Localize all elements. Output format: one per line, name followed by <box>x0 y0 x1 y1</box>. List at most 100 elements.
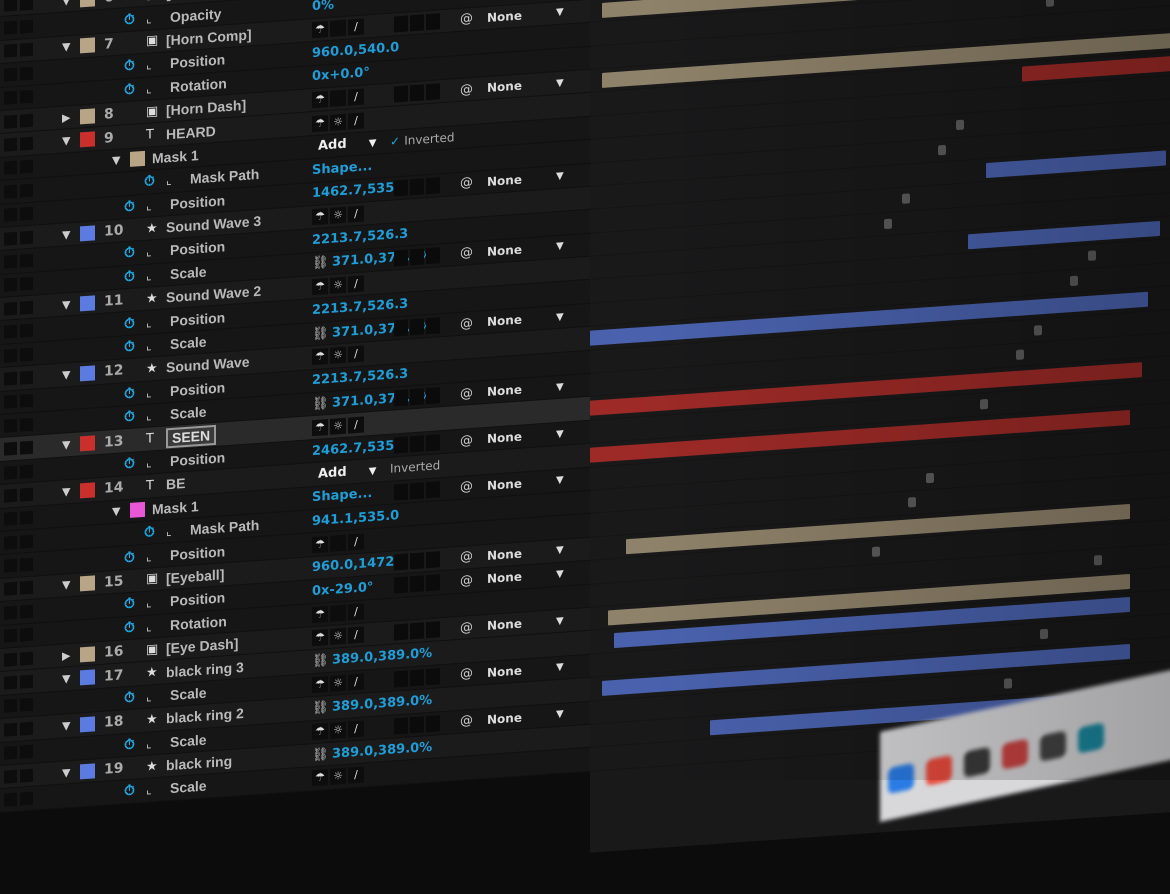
pickwhip-icon[interactable]: @ <box>460 175 473 191</box>
parent-dropdown[interactable]: None <box>487 663 522 679</box>
chevron-down-icon[interactable]: ▼ <box>556 77 564 89</box>
switch-box[interactable] <box>4 91 17 105</box>
layer-name[interactable]: black ring <box>166 753 232 774</box>
shy-icon[interactable]: ☂ <box>312 115 328 132</box>
keyframe[interactable] <box>926 473 934 484</box>
link-icon[interactable]: ⛓ <box>312 326 329 342</box>
keyframe[interactable] <box>1016 349 1024 360</box>
label-color[interactable] <box>80 131 95 147</box>
layer-name[interactable]: Mask Path <box>190 166 259 187</box>
quality-icon[interactable]: ☼ <box>330 347 346 364</box>
switch-box[interactable] <box>426 83 440 100</box>
pickwhip-icon[interactable]: @ <box>460 666 473 682</box>
switch-box[interactable] <box>4 419 17 433</box>
switch-box[interactable] <box>4 231 17 245</box>
switch-box[interactable] <box>20 371 33 385</box>
switch-box[interactable] <box>20 300 33 314</box>
layer-name[interactable]: Mask 1 <box>152 498 199 517</box>
switch-box[interactable] <box>20 347 33 361</box>
twirl-open-icon[interactable]: ▼ <box>112 505 120 519</box>
pickwhip-icon[interactable]: @ <box>460 573 473 589</box>
quality-slash-icon[interactable]: / <box>348 767 364 784</box>
switch-box[interactable] <box>4 255 17 269</box>
switch-box[interactable] <box>4 723 17 737</box>
layer-name[interactable]: black ring 2 <box>166 705 244 726</box>
twirl-open-icon[interactable]: ▼ <box>112 154 120 168</box>
graph-icon[interactable]: ⌞ <box>146 245 152 259</box>
switch-box[interactable] <box>4 442 17 456</box>
parent-dropdown[interactable]: None <box>487 430 522 446</box>
switch-box[interactable] <box>426 434 440 451</box>
quality-slash-icon[interactable]: / <box>348 89 364 106</box>
switch-box[interactable] <box>4 559 17 573</box>
parent-dropdown[interactable]: None <box>487 313 522 329</box>
chevron-down-icon[interactable]: ▼ <box>556 241 564 253</box>
parent-dropdown[interactable]: None <box>487 383 522 399</box>
switch-box[interactable] <box>20 67 33 81</box>
switch-box[interactable] <box>4 348 17 362</box>
graph-icon[interactable]: ⌞ <box>146 736 152 750</box>
switch-box[interactable] <box>426 668 440 685</box>
switch-box[interactable] <box>426 317 440 334</box>
inverted-checkbox[interactable]: Inverted <box>390 459 440 477</box>
keyframe[interactable] <box>980 399 988 410</box>
twirl-open-icon[interactable]: ▼ <box>62 368 70 382</box>
pickwhip-icon[interactable]: @ <box>460 11 473 27</box>
switch-box[interactable] <box>4 395 17 409</box>
empty[interactable] <box>330 20 346 37</box>
shy-icon[interactable]: ☂ <box>312 21 328 38</box>
switch-box[interactable] <box>4 489 17 503</box>
twirl-open-icon[interactable]: ▼ <box>62 134 70 148</box>
layer-name[interactable]: [Horn Comp] <box>166 26 252 48</box>
switch-box[interactable] <box>410 318 424 335</box>
pickwhip-icon[interactable]: @ <box>460 386 473 402</box>
graph-icon[interactable]: ⌞ <box>166 524 172 538</box>
switch-box[interactable] <box>20 137 33 151</box>
shy-icon[interactable]: ☂ <box>312 723 328 740</box>
switch-box[interactable] <box>20 417 33 431</box>
chevron-down-icon[interactable]: ▼ <box>556 709 564 721</box>
switch-box[interactable] <box>394 15 408 32</box>
app-icon[interactable] <box>1078 722 1104 754</box>
label-color[interactable] <box>80 576 95 592</box>
layer-name[interactable]: Position <box>170 543 225 563</box>
quality-icon[interactable]: ☼ <box>330 628 346 645</box>
switch-box[interactable] <box>394 670 408 687</box>
switch-box[interactable] <box>20 558 33 572</box>
stopwatch-icon[interactable]: ⏱ <box>124 11 135 28</box>
keyframe[interactable] <box>1004 678 1012 689</box>
switch-box[interactable] <box>394 483 408 500</box>
app-icon[interactable] <box>964 747 990 779</box>
layer-name[interactable]: Mask 1 <box>152 147 199 166</box>
chevron-down-icon[interactable]: ▼ <box>556 545 564 557</box>
pickwhip-icon[interactable]: @ <box>460 82 473 98</box>
app-icon[interactable] <box>1040 730 1066 762</box>
switch-box[interactable] <box>426 13 440 30</box>
graph-icon[interactable]: ⌞ <box>146 338 152 352</box>
app-icon[interactable] <box>926 755 952 787</box>
pickwhip-icon[interactable]: @ <box>460 479 473 495</box>
switch-box[interactable] <box>4 652 17 666</box>
switch-box[interactable] <box>394 577 408 594</box>
quality-icon[interactable]: ☼ <box>330 277 346 294</box>
switch-box[interactable] <box>394 249 408 266</box>
layer-name[interactable]: Rotation <box>170 613 227 633</box>
twirl-open-icon[interactable]: ▼ <box>62 0 70 7</box>
layer-name[interactable]: HEARD <box>166 122 216 141</box>
quality-slash-icon[interactable]: / <box>348 720 364 737</box>
keyframe[interactable] <box>1046 0 1054 7</box>
graph-icon[interactable]: ⌞ <box>146 58 152 72</box>
switch-box[interactable] <box>410 435 424 452</box>
switch-box[interactable] <box>394 553 408 570</box>
switch-box[interactable] <box>4 68 17 82</box>
twirl-closed-icon[interactable]: ▶ <box>62 649 70 663</box>
label-color[interactable] <box>80 38 95 54</box>
mask-mode-dropdown[interactable]: Add▼ <box>318 463 376 482</box>
keyframe[interactable] <box>938 144 946 155</box>
switch-box[interactable] <box>20 511 33 525</box>
property-value[interactable]: 941.1,535.0 <box>312 508 399 529</box>
quality-slash-icon[interactable]: / <box>348 19 364 36</box>
layer-name[interactable]: Mask Path <box>190 517 259 538</box>
stopwatch-icon[interactable]: ⏱ <box>124 58 135 75</box>
switch-box[interactable] <box>394 717 408 734</box>
